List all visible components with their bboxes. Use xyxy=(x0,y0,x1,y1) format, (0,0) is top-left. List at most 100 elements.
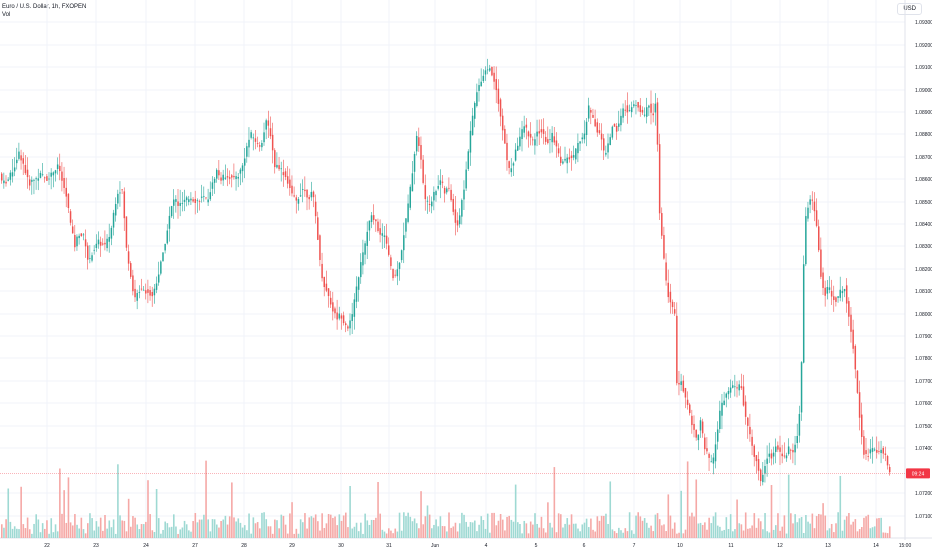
volume-bar xyxy=(650,525,652,538)
candle-body xyxy=(82,234,85,236)
candle-body xyxy=(76,236,78,247)
volume-bar xyxy=(351,528,354,538)
volume-bar xyxy=(211,519,214,538)
candle-body xyxy=(400,250,403,261)
candle-body xyxy=(863,436,865,455)
candle-body xyxy=(267,120,270,126)
candle-body xyxy=(566,157,568,164)
candle-body xyxy=(119,192,121,194)
volume-bar xyxy=(572,523,575,538)
candle-body xyxy=(510,168,513,173)
candle-body xyxy=(284,171,287,178)
candle-body xyxy=(577,143,579,154)
volume-bar xyxy=(368,524,371,538)
candle-body xyxy=(153,288,156,296)
currency-selector[interactable]: USD xyxy=(897,3,922,15)
volume-bar xyxy=(732,531,734,538)
candle-body xyxy=(678,383,680,385)
volume-bar xyxy=(233,517,235,538)
candle-body xyxy=(360,262,362,278)
volume-bar xyxy=(680,490,682,538)
candle-body xyxy=(777,445,779,450)
candle-body xyxy=(97,239,100,245)
volume-bar xyxy=(637,512,639,538)
candle-body xyxy=(134,288,136,298)
volume-bar xyxy=(415,523,418,538)
volume-bar xyxy=(581,524,584,538)
candle-body xyxy=(549,139,551,141)
candle-body xyxy=(69,211,72,223)
symbol-title: Euro / U.S. Dollar, 1h, FXOPEN xyxy=(2,4,87,10)
volume-bar xyxy=(639,516,642,538)
candle-body xyxy=(684,387,687,398)
candle-body xyxy=(243,158,246,166)
volume-bar xyxy=(61,513,63,538)
y-tick-label: 1.08200 xyxy=(915,267,932,273)
volume-bar xyxy=(28,529,31,538)
volume-bar xyxy=(394,528,397,538)
volume-bar xyxy=(446,531,448,538)
candle-body xyxy=(575,148,577,160)
volume-bar xyxy=(630,530,633,538)
volume-bar xyxy=(538,527,541,538)
candle-body xyxy=(858,392,861,418)
volume-bar xyxy=(271,533,274,538)
volume-bar xyxy=(579,531,581,538)
candle-body xyxy=(317,217,319,240)
candle-body xyxy=(3,180,5,184)
candle-body xyxy=(392,268,394,279)
volume-bar xyxy=(39,532,42,538)
volume-bar xyxy=(89,513,91,538)
volume-bar xyxy=(549,522,551,538)
volume-bar xyxy=(418,528,420,538)
volume-bar xyxy=(514,484,517,538)
volume-bar xyxy=(787,474,790,538)
candle-body xyxy=(626,105,629,113)
candle-body xyxy=(493,72,495,82)
candle-body xyxy=(547,139,549,144)
candle-body xyxy=(355,286,358,302)
candle-body xyxy=(431,201,433,207)
volume-bar xyxy=(458,523,461,538)
y-tick-label: 1.09300 xyxy=(915,20,932,26)
volume-bar xyxy=(87,523,89,538)
volume-bar xyxy=(805,515,807,538)
volume-bar xyxy=(349,485,351,538)
volume-bar xyxy=(613,531,616,538)
candle-body xyxy=(867,456,869,457)
candle-body xyxy=(669,291,672,303)
candle-body xyxy=(321,263,323,279)
volume-bar xyxy=(772,529,775,538)
volume-bar xyxy=(476,531,478,538)
volume-bar xyxy=(839,475,842,538)
volume-bar xyxy=(562,527,564,538)
candle-body xyxy=(585,121,588,135)
candle-body xyxy=(822,272,824,288)
volume-bar xyxy=(203,514,205,538)
candle-body xyxy=(353,299,356,317)
candle-body xyxy=(538,131,540,134)
volume-bar xyxy=(828,528,831,538)
x-tick-label: 24 xyxy=(143,543,149,549)
volume-bar xyxy=(166,523,169,538)
volume-bar xyxy=(835,523,837,538)
volume-bar xyxy=(63,490,65,538)
volume-bar xyxy=(768,532,771,538)
candle-body xyxy=(31,179,33,182)
candle-body xyxy=(299,195,302,197)
candle-body xyxy=(536,131,538,137)
volume-bar xyxy=(508,515,510,538)
candle-body xyxy=(211,182,214,189)
candle-body xyxy=(203,196,205,198)
volume-bar xyxy=(151,530,154,538)
candle-body xyxy=(521,129,523,140)
volume-bar xyxy=(802,532,805,538)
volume-bar xyxy=(708,517,710,538)
volume-bar xyxy=(80,517,83,538)
candle-body xyxy=(744,401,747,417)
candle-body xyxy=(708,453,710,458)
volume-bar xyxy=(495,525,498,538)
volume-bar xyxy=(377,482,379,538)
candle-body xyxy=(18,151,20,159)
